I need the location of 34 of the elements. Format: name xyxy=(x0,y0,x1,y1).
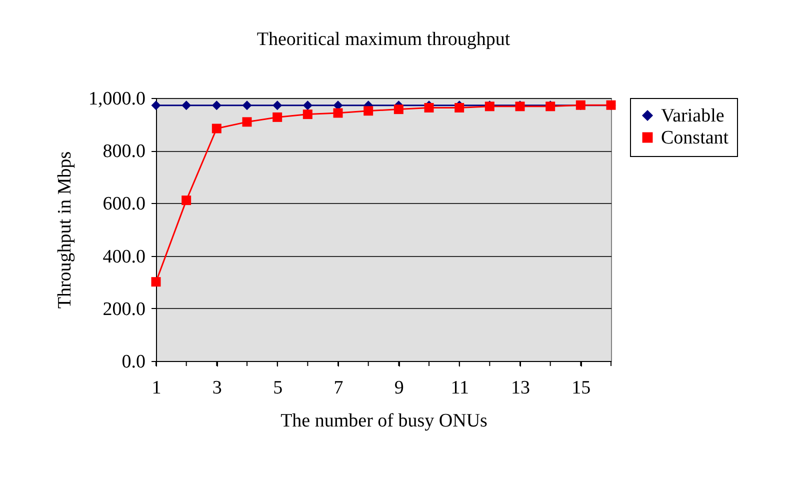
point xyxy=(242,100,252,110)
point xyxy=(302,110,312,120)
point xyxy=(151,100,161,110)
x-tick-label: 15 xyxy=(572,378,591,398)
x-tick-label: 3 xyxy=(212,378,222,398)
point xyxy=(182,196,192,206)
legend-label: Variable xyxy=(661,106,724,126)
x-tick-label: 1 xyxy=(152,378,162,398)
point xyxy=(333,108,343,118)
y-axis-title: Throughput in Mbps xyxy=(54,151,76,309)
point xyxy=(272,112,282,122)
y-tick-label: 1,000.0 xyxy=(88,88,146,110)
point xyxy=(242,117,252,127)
legend-label: Constant xyxy=(661,128,730,148)
x-tick-label: 5 xyxy=(273,378,283,398)
y-tick-label: 0.0 xyxy=(122,352,146,372)
x-tick-label: 13 xyxy=(511,378,530,398)
point xyxy=(364,106,374,116)
x-tick-label: 7 xyxy=(334,378,344,398)
point xyxy=(151,277,161,287)
point xyxy=(212,124,222,134)
point xyxy=(212,100,222,110)
x-tick-label: 9 xyxy=(394,378,404,398)
chart-title: Theoritical maximum throughput xyxy=(256,29,511,50)
y-tick-label: 800.0 xyxy=(102,141,146,162)
y-tick-label: 600.0 xyxy=(102,194,146,215)
point xyxy=(302,100,312,110)
point xyxy=(394,104,404,114)
point xyxy=(182,100,192,110)
y-tick-label: 200.0 xyxy=(102,298,146,320)
point xyxy=(272,100,282,110)
x-tick-label: 11 xyxy=(450,378,469,398)
x-axis-title: The number of busy ONUs xyxy=(280,410,488,432)
y-tick-label: 400.0 xyxy=(102,246,146,268)
